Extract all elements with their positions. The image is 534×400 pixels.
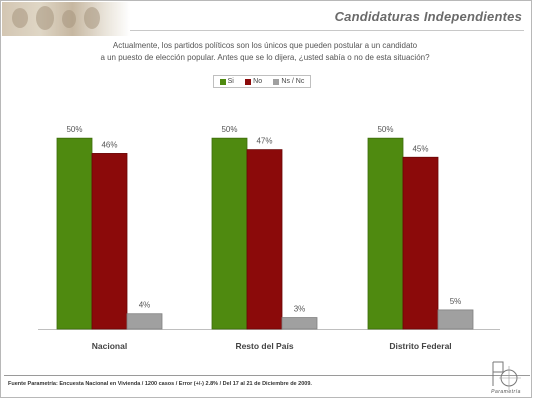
footer-source: Fuente Parametría: Encuesta Nacional en …	[8, 381, 312, 387]
data-label: 50%	[66, 125, 82, 134]
data-label: 46%	[101, 140, 117, 149]
data-label: 3%	[294, 305, 306, 314]
legend-item-no: No	[245, 78, 262, 85]
question-text: Actualmente, los partidos políticos son …	[40, 40, 490, 64]
footer-rule	[4, 375, 530, 376]
bar-resto-del-país-no	[246, 149, 283, 330]
legend-swatch-si	[219, 78, 226, 85]
bar-resto-del-país-si	[211, 137, 248, 330]
legend-item-si: Si	[219, 78, 234, 85]
question-line-2: a un puesto de elección popular. Antes q…	[100, 53, 430, 62]
data-label: 4%	[139, 301, 151, 310]
data-label: 45%	[412, 144, 428, 153]
bar-distrito-federal-si	[367, 137, 404, 330]
legend-label-no: No	[253, 78, 263, 85]
parametria-logo-icon	[492, 361, 521, 390]
data-label: 47%	[256, 137, 272, 146]
bar-distrito-federal-nsnc	[437, 309, 474, 330]
header-photo	[2, 2, 130, 36]
bar-nacional-si	[56, 137, 93, 330]
logo-label: Parametría	[491, 389, 521, 395]
data-label: 50%	[377, 125, 393, 134]
header-rule	[130, 30, 524, 31]
header: Candidaturas Independientes	[0, 0, 532, 38]
data-label: 5%	[450, 297, 462, 306]
bar-nacional-no	[91, 153, 128, 330]
legend-label-si: Si	[227, 78, 234, 85]
legend-label-nsnc: Ns / Nc	[281, 78, 305, 85]
data-label: 50%	[221, 125, 237, 134]
category-label: Resto del País	[235, 341, 293, 351]
category-label: Distrito Federal	[389, 341, 451, 351]
page-title: Candidaturas Independientes	[334, 9, 522, 24]
bar-distrito-federal-no	[402, 156, 439, 330]
question-line-1: Actualmente, los partidos políticos son …	[112, 41, 418, 50]
legend-item-nsnc: Ns / Nc	[273, 78, 304, 85]
chart-legend: Si No Ns / Nc	[213, 75, 311, 88]
category-label: Nacional	[92, 341, 127, 351]
bar-resto-del-país-nsnc	[281, 317, 318, 330]
bar-nacional-nsnc	[126, 313, 163, 330]
legend-swatch-nsnc	[273, 78, 280, 85]
legend-swatch-no	[245, 78, 252, 85]
